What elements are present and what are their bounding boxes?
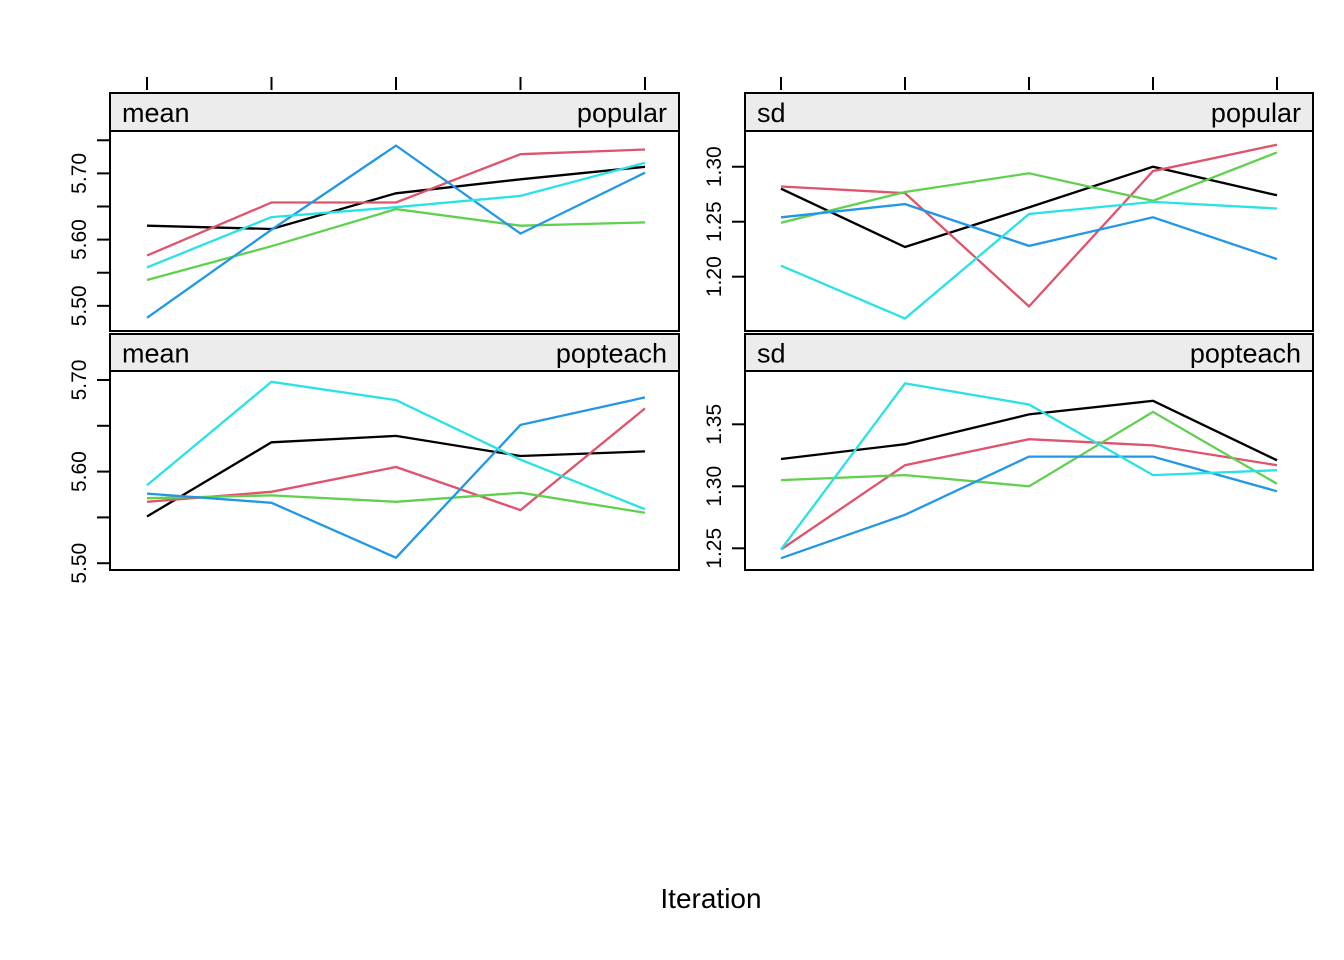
strip-label-right-mean-popular: popular xyxy=(577,98,667,128)
strip-label-right-sd-popteach: popteach xyxy=(1190,339,1301,369)
panel-sd-popteach: sd popteach 1.25 1.30 1.35 xyxy=(703,333,1314,571)
trace-line-mean-popteach-cyan xyxy=(146,380,646,511)
strip-label-right-mean-popteach: popteach xyxy=(556,339,667,369)
y-tick-label-sd-popular-1.25: 1.25 xyxy=(703,201,726,242)
trace-line-mean-popteach-blue xyxy=(146,396,646,560)
y-tick-label-mean-popular-5.70: 5.70 xyxy=(68,153,91,194)
strip-label-left-sd-popular: sd xyxy=(757,98,786,128)
trace-line-sd-popular-cyan xyxy=(780,200,1278,320)
plot-area-mean-popular xyxy=(109,130,680,332)
trace-line-mean-popular-cyan xyxy=(146,161,646,269)
plot-area-sd-popular xyxy=(744,130,1314,332)
panel-mean-popular: mean popular 5.50 5.60 5.70 xyxy=(68,77,680,332)
trace-line-mean-popular-black xyxy=(146,165,646,231)
trace-line-sd-popteach-black xyxy=(780,399,1278,462)
strip-mean-popular xyxy=(109,92,680,132)
trace-line-mean-popular-green xyxy=(146,207,646,282)
trace-line-sd-popular-red xyxy=(780,143,1278,309)
plot-area-mean-popteach xyxy=(109,370,680,571)
y-tick-label-sd-popular-1.20: 1.20 xyxy=(703,256,726,297)
y-tick-label-mean-popteach-5.70: 5.70 xyxy=(68,360,91,401)
trace-line-mean-popteach-black xyxy=(146,434,646,518)
y-tick-label-mean-popular-5.60: 5.60 xyxy=(68,219,91,260)
y-tick-label-mean-popteach-5.50: 5.50 xyxy=(68,543,91,584)
strip-mean-popteach xyxy=(109,333,680,372)
strip-sd-popteach xyxy=(744,333,1314,372)
y-tick-label-mean-popteach-5.60: 5.60 xyxy=(68,451,91,492)
trace-line-sd-popteach-blue xyxy=(780,455,1278,560)
trace-line-sd-popular-blue xyxy=(780,202,1278,261)
y-tick-label-sd-popteach-1.30: 1.30 xyxy=(703,466,726,507)
strip-sd-popular xyxy=(744,92,1314,132)
trace-line-sd-popteach-green xyxy=(780,410,1278,488)
trace-line-sd-popteach-cyan xyxy=(780,382,1278,551)
strip-label-left-sd-popteach: sd xyxy=(757,339,786,369)
y-tick-label-sd-popteach-1.35: 1.35 xyxy=(703,404,726,445)
y-tick-label-sd-popteach-1.25: 1.25 xyxy=(703,528,726,569)
x-axis-title: Iteration xyxy=(660,883,761,914)
trace-line-mean-popular-blue xyxy=(146,144,646,319)
strip-label-left-mean-popular: mean xyxy=(122,98,190,128)
panel-mean-popteach: mean popteach 5.50 5.60 5.70 xyxy=(68,333,680,584)
trace-line-sd-popular-green xyxy=(780,151,1278,224)
panel-sd-popular: sd popular 1.20 1.25 1.30 xyxy=(703,77,1314,332)
strip-label-right-sd-popular: popular xyxy=(1211,98,1301,128)
trace-line-mean-popteach-green xyxy=(146,491,646,514)
trace-line-sd-popteach-red xyxy=(780,438,1278,551)
strip-label-left-mean-popteach: mean xyxy=(122,339,190,369)
y-tick-label-mean-popular-5.50: 5.50 xyxy=(68,285,91,326)
y-tick-label-sd-popular-1.30: 1.30 xyxy=(703,146,726,187)
trace-line-mean-popular-red xyxy=(146,148,646,257)
trace-line-sd-popular-black xyxy=(780,165,1278,249)
